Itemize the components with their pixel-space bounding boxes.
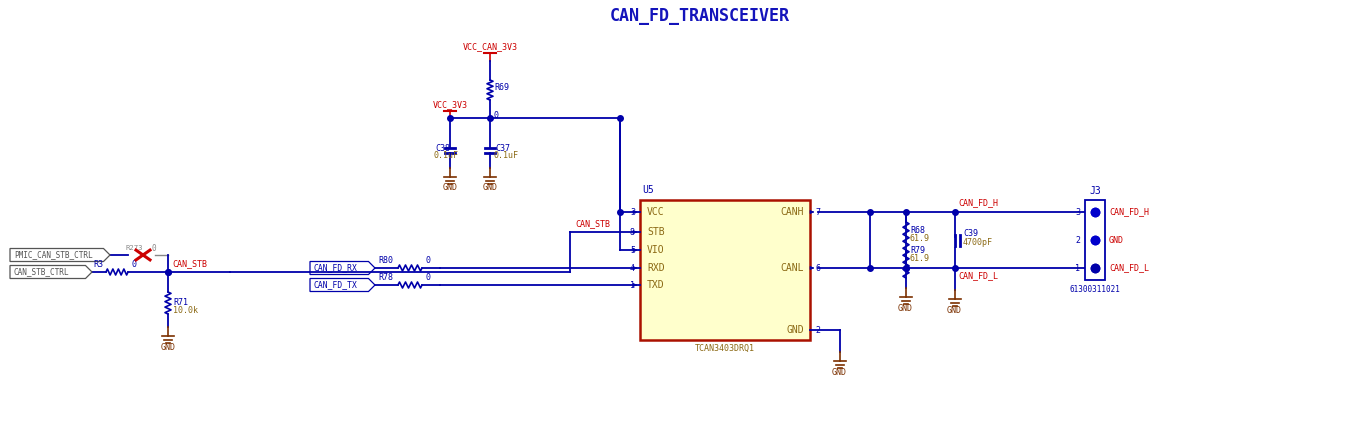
Text: 8: 8 bbox=[630, 228, 634, 236]
Text: STB: STB bbox=[647, 227, 664, 237]
Text: 6: 6 bbox=[815, 264, 820, 272]
Text: 0: 0 bbox=[132, 259, 137, 269]
Text: VCC_3V3: VCC_3V3 bbox=[432, 101, 467, 110]
Text: R69: R69 bbox=[494, 82, 509, 91]
Text: 0.1uF: 0.1uF bbox=[493, 151, 519, 159]
Text: PMIC_CAN_STB_CTRL: PMIC_CAN_STB_CTRL bbox=[13, 250, 93, 259]
Text: RXD: RXD bbox=[647, 263, 664, 273]
Bar bbox=[640, 200, 810, 340]
Text: CAN_STB_CTRL: CAN_STB_CTRL bbox=[13, 267, 70, 277]
Text: 3: 3 bbox=[1075, 208, 1080, 217]
Text: CAN_FD_RX: CAN_FD_RX bbox=[314, 264, 358, 272]
Text: CAN_STB: CAN_STB bbox=[575, 220, 610, 228]
Text: R71: R71 bbox=[172, 297, 189, 307]
Text: CAN_FD_TRANSCEIVER: CAN_FD_TRANSCEIVER bbox=[610, 7, 789, 25]
Text: CAN_FD_L: CAN_FD_L bbox=[958, 272, 998, 280]
Text: C37: C37 bbox=[494, 143, 511, 153]
Text: CAN_FD_H: CAN_FD_H bbox=[958, 198, 998, 208]
Text: C39: C39 bbox=[963, 228, 978, 237]
Text: 4: 4 bbox=[630, 264, 634, 272]
Text: GND: GND bbox=[832, 368, 847, 376]
Text: 61.9: 61.9 bbox=[911, 253, 929, 263]
Text: R78: R78 bbox=[379, 272, 393, 281]
Text: 1: 1 bbox=[630, 280, 634, 289]
Text: R273: R273 bbox=[127, 245, 144, 251]
Text: VCC: VCC bbox=[647, 207, 664, 217]
Text: VCC_CAN_3V3: VCC_CAN_3V3 bbox=[462, 42, 517, 52]
Text: CAN_FD_TX: CAN_FD_TX bbox=[314, 280, 358, 289]
Text: CAN_FD_H: CAN_FD_H bbox=[1109, 208, 1149, 217]
Text: TXD: TXD bbox=[647, 280, 664, 290]
Text: GND: GND bbox=[162, 343, 176, 352]
Text: 0: 0 bbox=[151, 244, 156, 253]
Bar bbox=[1084, 200, 1105, 280]
Text: CAN_FD_L: CAN_FD_L bbox=[1109, 264, 1149, 272]
Text: GND: GND bbox=[898, 303, 913, 313]
Text: 7: 7 bbox=[815, 208, 820, 217]
Text: R80: R80 bbox=[379, 255, 393, 264]
Text: 0: 0 bbox=[426, 255, 431, 264]
Text: U5: U5 bbox=[643, 185, 653, 195]
Text: C38: C38 bbox=[435, 143, 450, 153]
Text: R3: R3 bbox=[93, 259, 102, 269]
Text: CAN_STB: CAN_STB bbox=[172, 259, 207, 269]
Text: VIO: VIO bbox=[647, 245, 664, 255]
Text: 4700pF: 4700pF bbox=[963, 237, 993, 247]
Text: CANH: CANH bbox=[780, 207, 804, 217]
Text: GND: GND bbox=[443, 182, 458, 192]
Text: 2: 2 bbox=[1075, 236, 1080, 244]
Text: GND: GND bbox=[947, 305, 962, 314]
Text: 0: 0 bbox=[493, 110, 498, 120]
Text: 0: 0 bbox=[426, 272, 431, 281]
Text: GND: GND bbox=[484, 182, 498, 192]
Text: 0.1uF: 0.1uF bbox=[432, 151, 458, 159]
Text: 61300311021: 61300311021 bbox=[1070, 285, 1121, 294]
Text: R68: R68 bbox=[911, 225, 925, 234]
Text: 1: 1 bbox=[1075, 264, 1080, 272]
Text: J3: J3 bbox=[1090, 186, 1100, 196]
Text: 10.0k: 10.0k bbox=[172, 305, 198, 314]
Text: 3: 3 bbox=[630, 208, 634, 217]
Text: GND: GND bbox=[1109, 236, 1123, 244]
Text: 5: 5 bbox=[630, 245, 634, 255]
Text: 2: 2 bbox=[815, 326, 820, 335]
Text: R79: R79 bbox=[911, 245, 925, 255]
Text: 61.9: 61.9 bbox=[911, 233, 929, 242]
Text: GND: GND bbox=[787, 325, 804, 335]
Text: TCAN3403DRQ1: TCAN3403DRQ1 bbox=[695, 343, 756, 352]
Text: CANL: CANL bbox=[780, 263, 804, 273]
